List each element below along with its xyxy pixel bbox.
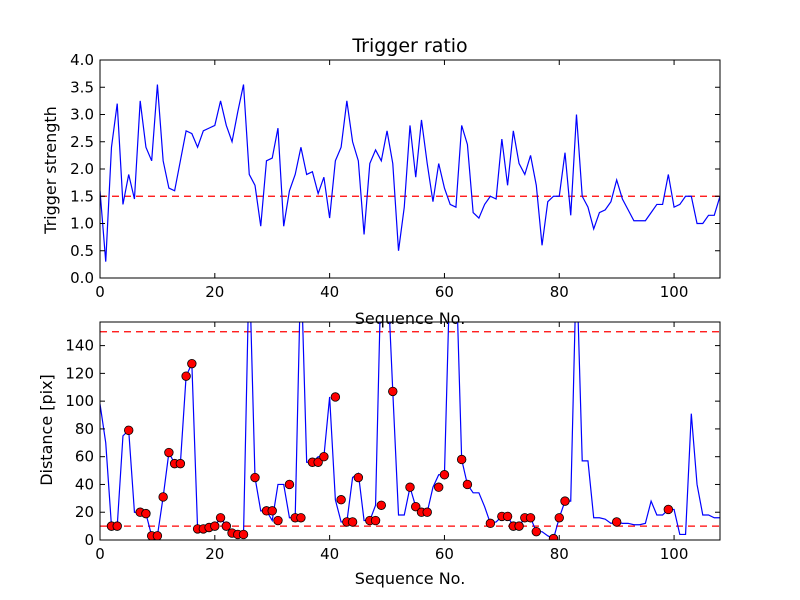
- bottom-marker-17: [215, 513, 226, 523]
- bottom-marker-10: [175, 458, 186, 469]
- bottom-marker-31: [319, 451, 329, 462]
- bottom-y-tick-label-7: 140: [65, 337, 94, 355]
- bottom-x-tick-label-1: 20: [205, 545, 224, 563]
- bottom-marker-24: [267, 506, 277, 516]
- bottom-marker-40: [388, 386, 398, 397]
- bottom-marker-2: [124, 425, 134, 436]
- bottom-marker-45: [434, 482, 444, 492]
- bottom-marker-4: [141, 508, 151, 519]
- bottom-plot-y-axis-label: Distance [pix]: [37, 374, 56, 486]
- bottom-marker-55: [525, 513, 536, 523]
- bottom-marker-44: [422, 507, 432, 517]
- bottom-marker-36: [353, 472, 364, 483]
- bottom-marker-33: [336, 495, 346, 505]
- bottom-x-tick-label-4: 80: [550, 545, 569, 563]
- top-plot-content: [100, 84, 720, 262]
- bottom-marker-51: [502, 511, 513, 522]
- bottom-marker-42: [411, 501, 421, 512]
- top-plot-y-axis-label: Trigger strength: [41, 106, 60, 235]
- bottom-marker-39: [376, 500, 386, 510]
- bottom-marker-38: [370, 515, 381, 526]
- top-x-tick-label-5: 100: [660, 283, 689, 301]
- bottom-marker-58: [554, 513, 564, 523]
- top-y-tick-label-7: 3.5: [70, 78, 94, 96]
- bottom-marker-30: [313, 457, 323, 467]
- top-series-line-0: [100, 84, 720, 262]
- bottom-marker-35: [347, 517, 358, 527]
- bottom-marker-8: [164, 447, 174, 458]
- top-y-tick-label-1: 0.5: [70, 242, 94, 260]
- bottom-marker-41: [405, 482, 415, 492]
- bottom-plot-content: [100, 322, 720, 540]
- top-y-tick-label-8: 4.0: [70, 51, 94, 69]
- bottom-y-tick-label-1: 20: [75, 503, 94, 521]
- top-plot-ticks: 0 20 40 60 80 100 0.0 0.5 1.0 1.5 2.0 2.5 3.0 3.5 4.0: [70, 51, 720, 301]
- bottom-y-tick-label-2: 40: [75, 475, 94, 493]
- bottom-marker-57: [548, 533, 559, 540]
- top-y-tick-label-5: 2.5: [70, 133, 94, 151]
- bottom-marker-18: [221, 521, 231, 531]
- bottom-marker-46: [439, 470, 450, 480]
- top-y-tick-label-0: 0.0: [70, 269, 94, 287]
- bottom-marker-6: [152, 531, 163, 540]
- bottom-y-tick-label-3: 60: [75, 448, 94, 466]
- bottom-marker-11: [181, 371, 191, 381]
- bottom-marker-7: [158, 492, 168, 502]
- bottom-y-tick-label-0: 0: [84, 531, 94, 549]
- bottom-marker-59: [560, 496, 570, 506]
- top-x-tick-label-2: 40: [320, 283, 339, 301]
- bottom-marker-28: [296, 513, 306, 523]
- bottom-marker-25: [273, 515, 283, 526]
- distance-plot: Distance [pix] Sequence No. 0 20 40 60 80 100…: [37, 321, 721, 588]
- bottom-plot-frame: [99, 321, 721, 541]
- bottom-x-tick-label-0: 0: [95, 545, 105, 563]
- bottom-marker-47: [456, 454, 467, 465]
- bottom-marker-61: [663, 504, 674, 515]
- top-x-tick-label-3: 60: [435, 283, 454, 301]
- bottom-marker-21: [238, 529, 249, 540]
- top-y-tick-label-4: 2.0: [70, 160, 94, 178]
- top-x-tick-label-4: 80: [550, 283, 569, 301]
- top-y-tick-label-6: 3.0: [70, 106, 94, 124]
- trigger-ratio-plot: Trigger ratio Trigger strength Sequence …: [41, 35, 721, 328]
- bottom-plot-ticks: 0 20 40 60 80 100 0 20 40 60 80 100 120 140: [65, 322, 720, 563]
- bottom-y-tick-label-4: 80: [75, 420, 94, 438]
- bottom-x-tick-label-2: 40: [320, 545, 339, 563]
- bottom-marker-60: [611, 517, 622, 527]
- bottom-marker-32: [330, 392, 341, 402]
- bottom-marker-16: [210, 521, 220, 531]
- bottom-marker-48: [462, 479, 473, 490]
- bottom-x-tick-label-3: 60: [435, 545, 454, 563]
- bottom-marker-56: [531, 526, 541, 537]
- bottom-x-tick-label-5: 100: [660, 545, 689, 563]
- top-x-tick-label-1: 20: [205, 283, 224, 301]
- bottom-marker-53: [514, 521, 524, 531]
- top-x-tick-label-0: 0: [95, 283, 105, 301]
- bottom-y-tick-label-5: 100: [65, 392, 94, 410]
- top-y-tick-label-2: 1.0: [70, 215, 94, 233]
- bottom-marker-49: [485, 518, 496, 529]
- top-plot-title: Trigger ratio: [351, 35, 467, 57]
- bottom-marker-22: [250, 472, 260, 483]
- bottom-y-tick-label-6: 120: [65, 364, 94, 382]
- bottom-plot-x-axis-label: Sequence No.: [355, 569, 466, 588]
- bottom-marker-12: [187, 358, 197, 369]
- bottom-marker-1: [112, 521, 122, 531]
- top-y-tick-label-3: 1.5: [70, 187, 94, 205]
- bottom-marker-26: [284, 479, 295, 490]
- top-plot-x-axis-label: Sequence No.: [355, 309, 466, 328]
